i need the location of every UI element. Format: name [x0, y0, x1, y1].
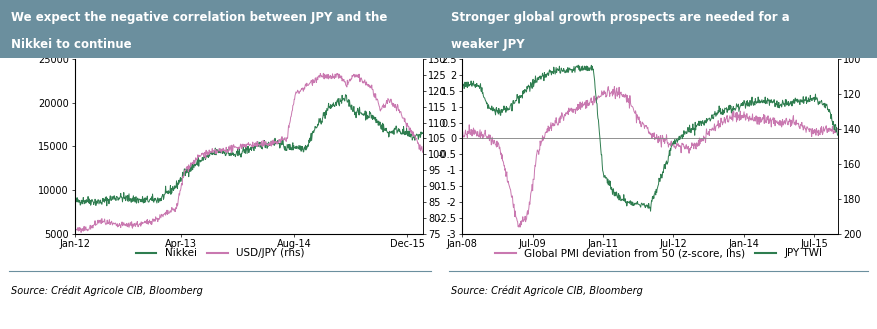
Text: Source: Crédit Agricole CIB, Bloomberg: Source: Crédit Agricole CIB, Bloomberg	[451, 286, 643, 296]
Text: weaker JPY: weaker JPY	[451, 38, 524, 51]
Legend: Global PMI deviation from 50 (z-score, lhs), JPY TWI: Global PMI deviation from 50 (z-score, l…	[490, 244, 827, 263]
Text: Stronger global growth prospects are needed for a: Stronger global growth prospects are nee…	[451, 11, 789, 24]
Text: We expect the negative correlation between JPY and the: We expect the negative correlation betwe…	[11, 11, 387, 24]
Text: Source: Crédit Agricole CIB, Bloomberg: Source: Crédit Agricole CIB, Bloomberg	[11, 286, 203, 296]
Text: Nikkei to continue: Nikkei to continue	[11, 38, 132, 51]
Legend: Nikkei, USD/JPY (rhs): Nikkei, USD/JPY (rhs)	[132, 244, 309, 263]
